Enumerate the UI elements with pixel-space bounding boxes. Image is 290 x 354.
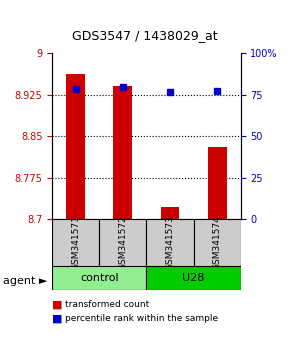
- Text: GSM341574: GSM341574: [213, 215, 222, 270]
- Text: transformed count: transformed count: [65, 300, 150, 309]
- FancyBboxPatch shape: [52, 266, 146, 290]
- Bar: [208, 147, 226, 219]
- Text: GSM341573: GSM341573: [166, 215, 175, 270]
- Text: GSM341572: GSM341572: [118, 215, 127, 270]
- Text: GDS3547 / 1438029_at: GDS3547 / 1438029_at: [72, 29, 218, 42]
- Text: ■: ■: [52, 299, 63, 309]
- FancyBboxPatch shape: [52, 219, 99, 266]
- FancyBboxPatch shape: [146, 219, 194, 266]
- FancyBboxPatch shape: [146, 266, 241, 290]
- Text: percentile rank within the sample: percentile rank within the sample: [65, 314, 218, 323]
- Text: ■: ■: [52, 314, 63, 324]
- Bar: [66, 74, 85, 219]
- Bar: [161, 207, 180, 219]
- Bar: [113, 86, 132, 219]
- FancyBboxPatch shape: [194, 219, 241, 266]
- Text: U28: U28: [182, 273, 205, 283]
- Text: agent ►: agent ►: [3, 276, 47, 286]
- FancyBboxPatch shape: [99, 219, 146, 266]
- Text: GSM341571: GSM341571: [71, 215, 80, 270]
- Text: control: control: [80, 273, 119, 283]
